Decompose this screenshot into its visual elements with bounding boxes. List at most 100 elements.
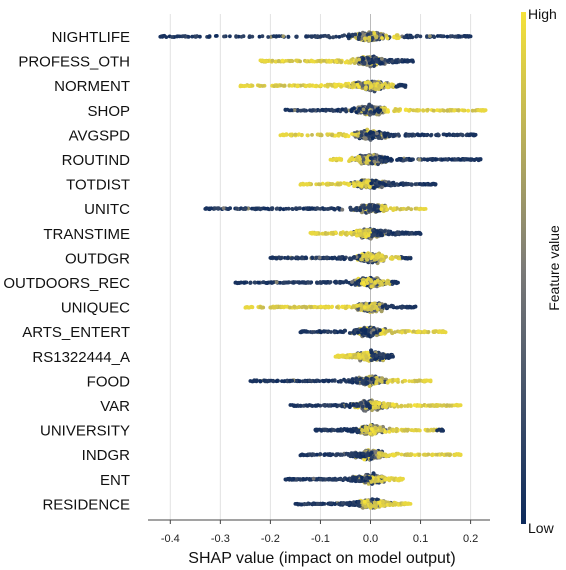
shap-point (375, 131, 379, 136)
shap-point (319, 281, 324, 285)
shap-point (317, 255, 322, 260)
shap-point (380, 36, 384, 40)
shap-point (314, 231, 319, 236)
shap-point (325, 82, 330, 87)
shap-point (358, 208, 362, 213)
shap-point (364, 302, 369, 306)
shap-point (289, 58, 294, 63)
shap-point (467, 133, 472, 138)
shap-point (331, 35, 336, 39)
shap-point (280, 304, 285, 309)
shap-point (281, 34, 286, 39)
shap-point (364, 132, 369, 137)
shap-point (460, 132, 465, 137)
shap-point (345, 34, 350, 39)
shap-point (334, 281, 338, 285)
shap-point (294, 207, 299, 212)
shap-point (344, 81, 348, 86)
shap-point (274, 304, 279, 309)
shap-point (376, 253, 381, 258)
shap-point (277, 255, 282, 260)
shap-point (445, 108, 450, 113)
shap-point (279, 83, 284, 88)
shap-point (339, 60, 344, 64)
shap-point (431, 108, 436, 113)
shap-point (368, 110, 373, 114)
shap-point (416, 330, 420, 335)
shap-point (377, 180, 382, 185)
shap-point (190, 34, 195, 39)
shap-point (452, 34, 457, 39)
shap-point (315, 281, 319, 285)
shap-point (398, 182, 403, 187)
shap-point (310, 330, 315, 335)
shap-point (277, 34, 281, 38)
shap-point (362, 60, 367, 65)
shap-point (472, 157, 477, 162)
shap-point (274, 280, 279, 285)
shap-point (361, 254, 366, 259)
shap-point (401, 206, 406, 211)
shap-point (319, 304, 323, 309)
shap-point (342, 133, 347, 138)
shap-point (375, 278, 380, 283)
shap-point (437, 329, 442, 334)
shap-point (405, 329, 410, 333)
shap-point (391, 82, 395, 87)
shap-point (350, 280, 354, 284)
shap-point (379, 281, 384, 286)
shap-point (352, 106, 356, 110)
shap-point (314, 84, 319, 89)
shap-point (369, 181, 374, 186)
shap-point (310, 255, 315, 260)
shap-point (310, 59, 315, 64)
shap-point (375, 107, 380, 112)
shap-point (408, 158, 413, 162)
shap-point (339, 84, 343, 89)
feature-row-outdoors_rec (233, 275, 400, 290)
shap-point (304, 83, 308, 88)
shap-point (304, 34, 308, 39)
feature-row-nightlife (158, 30, 473, 43)
shap-point (293, 132, 298, 137)
shap-point (343, 306, 348, 311)
shap-point (306, 280, 311, 285)
shap-point (380, 253, 384, 258)
shap-point (350, 85, 355, 89)
shap-point (456, 108, 460, 113)
shap-point (273, 59, 278, 64)
shap-point (387, 180, 391, 185)
shap-point (300, 305, 304, 310)
shap-point (275, 206, 280, 211)
shap-point (448, 34, 453, 39)
shap-point (304, 255, 308, 260)
shap-point (239, 280, 244, 285)
shap-point (339, 158, 344, 162)
feature-row-routind (328, 152, 483, 167)
shap-point (315, 132, 320, 137)
shap-point (354, 206, 359, 211)
shap-point (253, 280, 257, 285)
shap-point (383, 155, 387, 160)
shap-point (391, 208, 396, 213)
shap-point (397, 83, 402, 88)
shap-point (257, 280, 261, 285)
shap-point (369, 284, 374, 289)
shap-point (302, 281, 307, 285)
shap-point (410, 133, 414, 138)
shap-point (266, 35, 271, 39)
shap-point (346, 231, 351, 236)
shap-point (319, 83, 324, 87)
shap-point (338, 231, 343, 235)
shap-point (391, 180, 396, 185)
shap-point (315, 34, 320, 39)
shap-point (434, 133, 438, 137)
shap-point (384, 159, 388, 164)
shap-point (374, 305, 378, 310)
shap-point (372, 233, 377, 237)
shap-point (257, 34, 262, 39)
shap-point (407, 109, 411, 113)
shap-point (250, 83, 255, 88)
shap-point (387, 133, 392, 138)
shap-point (389, 303, 394, 308)
